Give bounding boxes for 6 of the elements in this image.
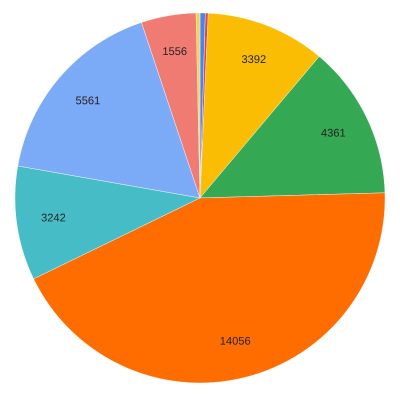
data-label: 3242: [41, 214, 66, 222]
data-label: 5561: [76, 96, 100, 104]
data-label: 14056: [220, 336, 250, 345]
data-label: 1556: [163, 47, 187, 56]
data-label: 3392: [242, 55, 266, 64]
data-label: 4361: [321, 128, 346, 137]
